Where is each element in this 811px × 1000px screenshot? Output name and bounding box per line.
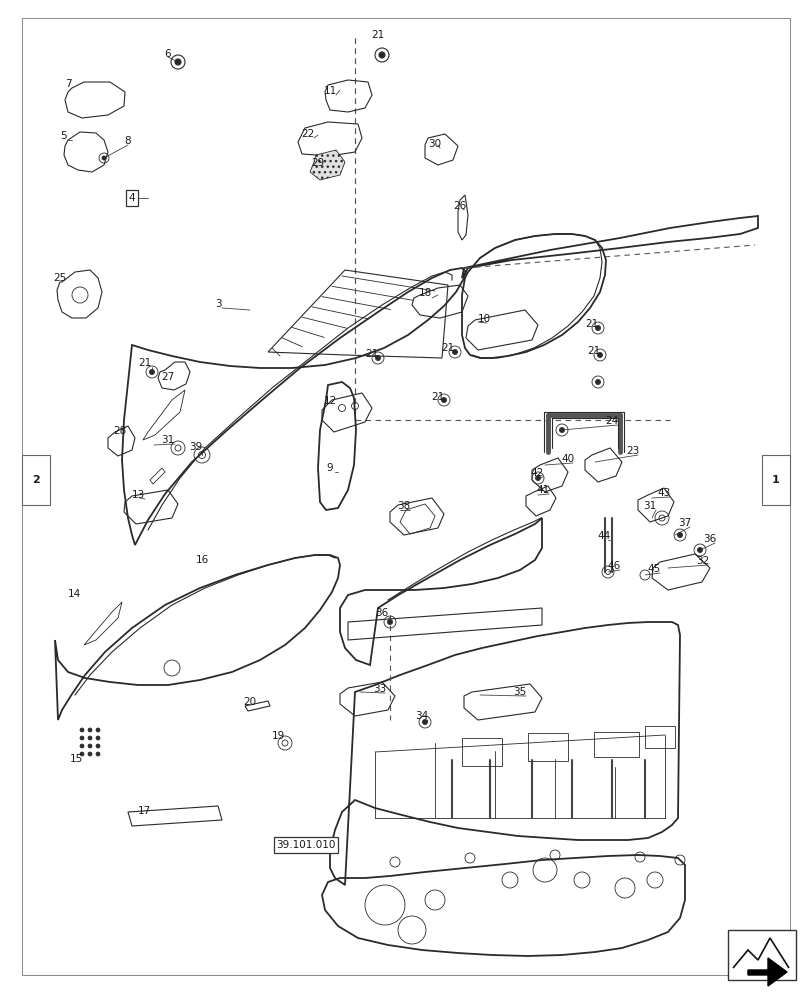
Text: 22: 22	[301, 129, 314, 139]
Text: 36: 36	[702, 534, 716, 544]
Text: 13: 13	[131, 490, 144, 500]
Text: 34: 34	[415, 711, 428, 721]
Text: 31: 31	[642, 501, 656, 511]
Circle shape	[80, 752, 84, 756]
Circle shape	[175, 59, 181, 65]
Text: 46: 46	[607, 561, 620, 571]
Text: 21: 21	[431, 392, 444, 402]
Text: 10: 10	[477, 314, 490, 324]
Text: 41: 41	[536, 485, 549, 495]
Circle shape	[379, 52, 384, 58]
Text: 40: 40	[560, 454, 574, 464]
Text: 21: 21	[585, 319, 598, 329]
Text: 23: 23	[625, 446, 639, 456]
Text: 43: 43	[657, 488, 670, 498]
Circle shape	[88, 744, 92, 748]
Text: 19: 19	[271, 731, 285, 741]
Circle shape	[80, 728, 84, 732]
Circle shape	[559, 428, 564, 432]
Text: 7: 7	[65, 79, 71, 89]
Text: 21: 21	[365, 349, 378, 359]
Text: 26: 26	[453, 201, 466, 211]
Text: 37: 37	[677, 518, 691, 528]
Text: 8: 8	[125, 136, 131, 146]
Text: 21: 21	[586, 346, 600, 356]
Text: 30: 30	[428, 139, 441, 149]
Text: 24: 24	[605, 416, 618, 426]
Circle shape	[375, 356, 380, 360]
Circle shape	[80, 736, 84, 740]
Circle shape	[594, 326, 600, 330]
Text: 14: 14	[67, 589, 80, 599]
Circle shape	[88, 736, 92, 740]
Polygon shape	[310, 150, 345, 180]
Text: 21: 21	[371, 30, 384, 40]
Text: 12: 12	[323, 396, 337, 406]
Text: 6: 6	[165, 49, 171, 59]
Text: 35: 35	[513, 687, 526, 697]
Text: 39: 39	[189, 442, 203, 452]
Bar	[644, 726, 674, 748]
Bar	[461, 738, 501, 766]
Text: 2: 2	[32, 475, 40, 485]
Text: 3: 3	[214, 299, 221, 309]
Text: 21: 21	[441, 343, 454, 353]
Text: 9: 9	[326, 463, 333, 473]
Text: 33: 33	[373, 684, 386, 694]
Circle shape	[441, 397, 446, 402]
Bar	[761, 455, 789, 505]
Text: 4: 4	[128, 193, 135, 203]
Text: 5: 5	[61, 131, 67, 141]
Circle shape	[452, 350, 457, 355]
Text: 27: 27	[161, 372, 174, 382]
Circle shape	[96, 744, 100, 748]
Circle shape	[387, 619, 392, 624]
Polygon shape	[747, 958, 786, 986]
Circle shape	[697, 548, 702, 552]
Text: 18: 18	[418, 288, 431, 298]
Circle shape	[102, 156, 106, 160]
Text: 17: 17	[137, 806, 150, 816]
Circle shape	[422, 720, 427, 724]
Bar	[527, 733, 568, 761]
Text: 15: 15	[69, 754, 83, 764]
Text: 38: 38	[397, 501, 410, 511]
Bar	[727, 930, 795, 980]
Text: 25: 25	[54, 273, 67, 283]
Circle shape	[676, 532, 682, 538]
Text: 21: 21	[138, 358, 152, 368]
Text: 1: 1	[771, 475, 779, 485]
Bar	[22, 455, 50, 505]
Circle shape	[96, 728, 100, 732]
Bar	[594, 732, 638, 757]
Circle shape	[594, 379, 600, 384]
Text: 29: 29	[311, 158, 324, 168]
Circle shape	[597, 353, 602, 358]
Circle shape	[88, 728, 92, 732]
Circle shape	[96, 752, 100, 756]
Text: 28: 28	[114, 426, 127, 436]
Text: 20: 20	[243, 697, 256, 707]
Circle shape	[149, 369, 154, 374]
Circle shape	[88, 752, 92, 756]
Text: 32: 32	[696, 556, 709, 566]
Text: 11: 11	[323, 86, 337, 96]
Text: 44: 44	[597, 531, 610, 541]
Text: 45: 45	[646, 564, 660, 574]
Text: 42: 42	[530, 468, 543, 478]
Circle shape	[534, 476, 540, 481]
Circle shape	[80, 744, 84, 748]
Circle shape	[96, 736, 100, 740]
Text: 36: 36	[375, 608, 388, 618]
Text: 39.101.010: 39.101.010	[276, 840, 335, 850]
Text: 16: 16	[195, 555, 208, 565]
Text: 31: 31	[161, 435, 174, 445]
